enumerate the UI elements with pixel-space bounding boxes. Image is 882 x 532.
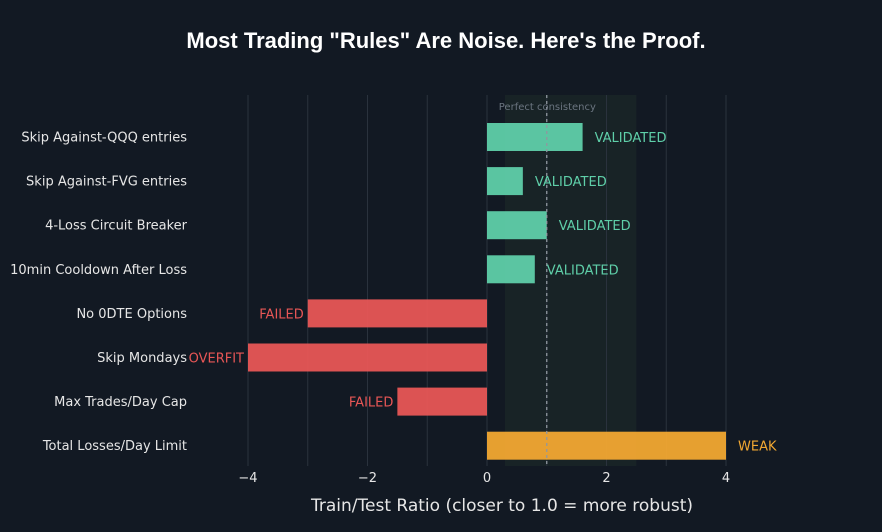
bar-0 bbox=[487, 123, 583, 151]
category-label-0: Skip Against-QQQ entries bbox=[21, 131, 187, 146]
status-labels: VALIDATED VALIDATED VALIDATED VALIDATED FAIL… bbox=[189, 131, 777, 455]
bar-1 bbox=[487, 167, 523, 196]
status-label-5: OVERFIT bbox=[189, 352, 244, 367]
x-tick-label-4: 4 bbox=[722, 471, 730, 486]
x-tick-label-0: −4 bbox=[238, 471, 257, 486]
category-label-3: 10min Cooldown After Loss bbox=[10, 263, 187, 278]
x-axis-title: Train/Test Ratio (closer to 1.0 = more r… bbox=[310, 496, 693, 516]
status-label-4: FAILED bbox=[259, 307, 303, 322]
category-label-7: Total Losses/Day Limit bbox=[42, 439, 187, 454]
bars bbox=[248, 123, 726, 460]
bar-2 bbox=[487, 211, 547, 240]
bar-7 bbox=[487, 431, 726, 460]
status-label-6: FAILED bbox=[349, 396, 393, 411]
category-label-2: 4-Loss Circuit Breaker bbox=[45, 219, 188, 234]
bar-4 bbox=[307, 299, 487, 328]
reference-line-layer: Perfect consistency bbox=[499, 95, 596, 466]
status-label-7: WEAK bbox=[738, 440, 777, 455]
reference-line-label: Perfect consistency bbox=[499, 102, 596, 113]
category-label-5: Skip Mondays bbox=[97, 351, 187, 366]
status-label-3: VALIDATED bbox=[547, 263, 619, 278]
x-tick-label-3: 2 bbox=[602, 471, 610, 486]
category-label-4: No 0DTE Options bbox=[76, 307, 187, 322]
status-label-1: VALIDATED bbox=[535, 175, 607, 190]
chart-title: Most Trading "Rules" Are Noise. Here's t… bbox=[186, 28, 705, 53]
bar-5 bbox=[248, 343, 487, 372]
status-label-0: VALIDATED bbox=[595, 131, 667, 146]
category-label-1: Skip Against-FVG entries bbox=[26, 175, 187, 190]
bar-3 bbox=[487, 255, 535, 284]
category-label-6: Max Trades/Day Cap bbox=[54, 395, 187, 410]
x-tick-label-1: −2 bbox=[358, 471, 377, 486]
status-label-2: VALIDATED bbox=[559, 219, 631, 234]
x-tick-labels: −4 −2 0 2 4 bbox=[238, 471, 730, 486]
x-tick-label-2: 0 bbox=[483, 471, 491, 486]
category-labels: Skip Against-QQQ entries Skip Against-FVG… bbox=[10, 131, 188, 455]
bar-6 bbox=[397, 387, 487, 416]
